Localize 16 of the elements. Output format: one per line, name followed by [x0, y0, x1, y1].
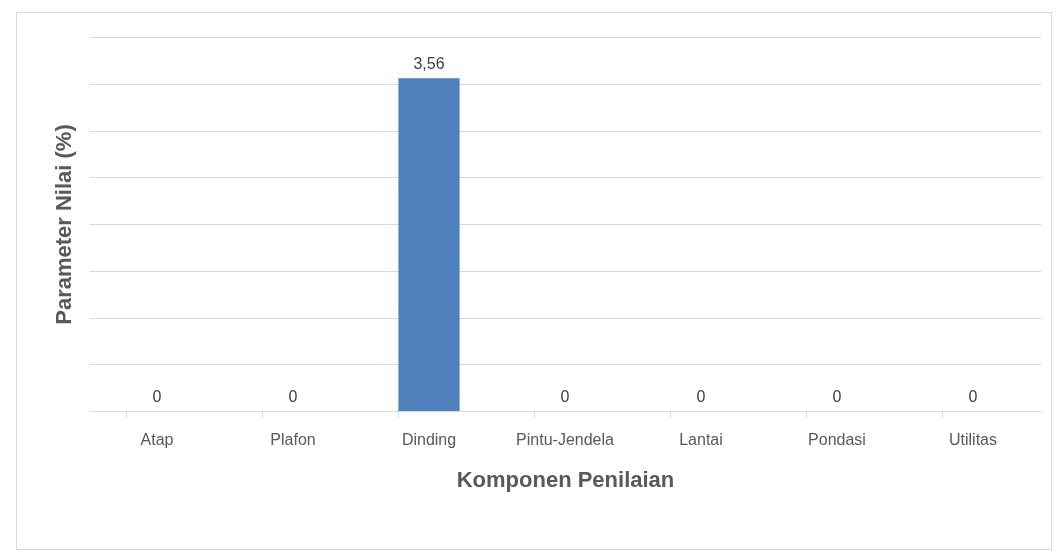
- data-label: 0: [968, 388, 978, 405]
- x-tick-label: Atap: [140, 430, 174, 448]
- x-tick-label: Dinding: [401, 430, 457, 448]
- y-axis-title: Parameter Nilai (%): [50, 124, 76, 325]
- data-label: 0: [288, 388, 298, 405]
- data-label: 3,56: [413, 55, 445, 73]
- data-label: 0: [560, 388, 570, 405]
- x-tick-label: Pondasi: [808, 430, 866, 448]
- data-label: 0: [832, 388, 842, 405]
- x-tick-label: Lantai: [679, 430, 723, 448]
- data-label: 0: [152, 388, 162, 405]
- x-tick-label: Utilitas: [948, 430, 998, 448]
- x-axis-title: Komponen Penilaian: [456, 466, 675, 492]
- data-label: 0: [696, 388, 706, 405]
- x-tick-label: Plafon: [270, 430, 316, 448]
- x-tick-label: Pintu-Jendela: [516, 430, 615, 448]
